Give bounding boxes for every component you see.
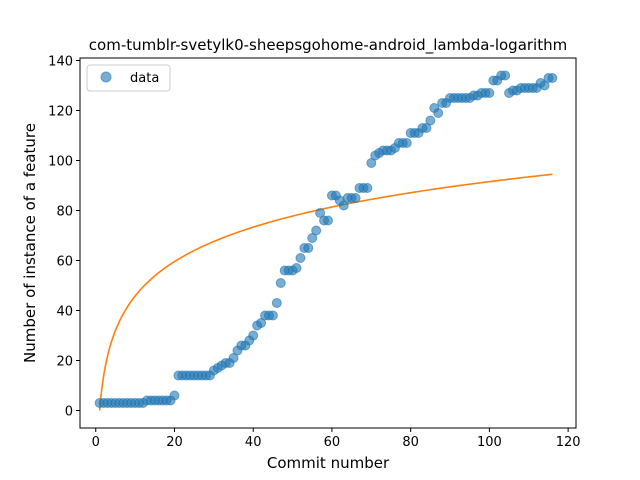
- y-tick-label: 100: [48, 155, 73, 170]
- data-point: [484, 88, 495, 98]
- data-point: [271, 298, 282, 308]
- data-point: [275, 278, 286, 288]
- y-tick-label: 140: [48, 55, 73, 70]
- chart-title: com-tumblr-svetylk0-sheepsgohome-android…: [89, 36, 567, 55]
- data-point: [500, 70, 511, 81]
- x-axis-label: Commit number: [267, 454, 390, 472]
- y-tick-label: 120: [48, 105, 73, 120]
- data-point: [433, 108, 444, 118]
- y-axis-label: Number of instance of a feature: [21, 123, 39, 363]
- data-point: [425, 115, 436, 126]
- data-point: [267, 310, 278, 321]
- fit-curve: [98, 173, 553, 411]
- y-tick-label: 0: [65, 405, 73, 420]
- legend-label-data: data: [130, 71, 159, 86]
- y-tick-label: 80: [56, 205, 73, 220]
- x-axis-ticks: 0 20 40 60 80 100 120: [92, 428, 581, 450]
- x-tick-label: 20: [166, 435, 183, 450]
- data-point: [291, 263, 302, 273]
- fit-curve-layer: [98, 173, 553, 411]
- y-tick-label: 20: [56, 355, 73, 370]
- legend-box: [86, 64, 171, 92]
- legend-marker-data: [100, 71, 112, 83]
- y-axis-ticks: 0 20 40 60 80 100 120 140: [48, 55, 80, 420]
- x-tick-label: 40: [245, 435, 262, 450]
- y-tick-label: 40: [56, 305, 73, 320]
- data-point: [169, 390, 180, 401]
- scatter-points-layer: [94, 70, 558, 408]
- data-point: [323, 215, 333, 226]
- data-point: [362, 183, 373, 193]
- data-point: [547, 73, 558, 83]
- x-tick-label: 0: [92, 435, 100, 450]
- data-point: [350, 193, 361, 203]
- data-point: [311, 225, 322, 236]
- data-point: [295, 253, 306, 263]
- x-tick-label: 100: [477, 435, 502, 450]
- x-tick-label: 60: [324, 435, 341, 450]
- data-point: [401, 138, 412, 148]
- data-point: [303, 243, 314, 253]
- y-tick-label: 60: [56, 255, 73, 270]
- plot-area-frame: [79, 57, 577, 429]
- x-tick-label: 120: [556, 435, 581, 450]
- data-point: [248, 330, 259, 341]
- legend: data: [86, 64, 171, 92]
- x-tick-label: 80: [402, 435, 419, 450]
